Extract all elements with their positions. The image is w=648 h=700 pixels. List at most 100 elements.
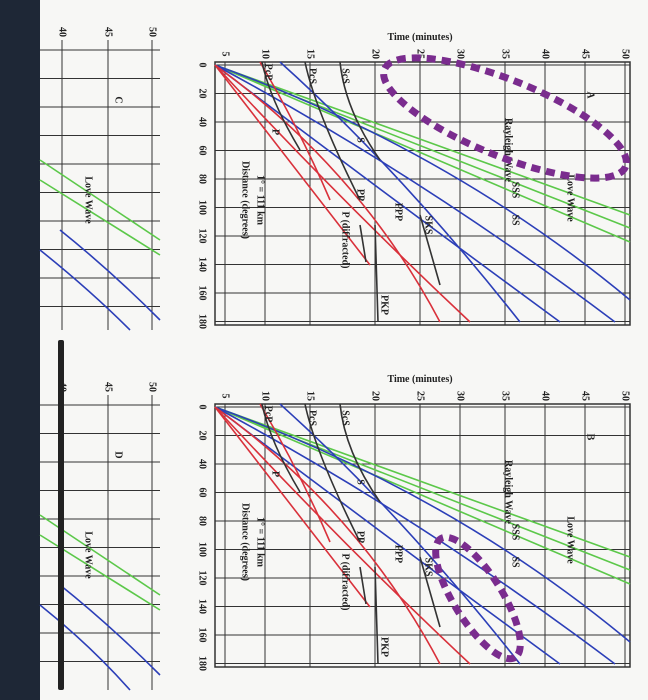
time-tick-label: 35 bbox=[500, 49, 511, 59]
time-tick-label: 25 bbox=[415, 391, 426, 401]
graph-border bbox=[214, 403, 631, 668]
distance-tick-label: 40 bbox=[197, 459, 208, 469]
time-tick-label: 30 bbox=[455, 391, 466, 401]
distance-tick-label: 120 bbox=[197, 571, 208, 586]
distance-tick-label: 120 bbox=[197, 229, 208, 244]
time-tick-label: 50 bbox=[620, 391, 631, 401]
distance-scale: 1° = 111 km bbox=[255, 175, 266, 226]
wave-label: SKS bbox=[423, 558, 434, 577]
travel-time-curve bbox=[214, 64, 631, 301]
time-tick-label: 45 bbox=[103, 382, 114, 392]
travel-time-curve bbox=[214, 406, 371, 608]
distance-tick-label: 0 bbox=[197, 63, 208, 68]
travel-time-curve bbox=[374, 224, 379, 323]
wave-label: ScS bbox=[340, 68, 351, 84]
travel-time-curve bbox=[359, 566, 367, 605]
time-tick-label: 15 bbox=[305, 391, 316, 401]
wave-label: P bbox=[270, 129, 281, 135]
distance-tick-label: 160 bbox=[197, 628, 208, 643]
travel-time-curve bbox=[359, 224, 367, 263]
travel-time-curve bbox=[39, 249, 131, 331]
wave-label: S bbox=[355, 137, 366, 143]
wave-label: PP bbox=[355, 531, 366, 543]
wave-label: PKP bbox=[379, 295, 390, 315]
graph-panel bbox=[214, 403, 631, 668]
time-tick-label: 50 bbox=[147, 382, 158, 392]
wave-label: PcS bbox=[307, 410, 318, 427]
wave-label: PcP bbox=[263, 64, 274, 81]
panel-letter: A bbox=[585, 91, 596, 99]
wave-label: Love Wave bbox=[83, 531, 94, 579]
time-tick-label: 20 bbox=[370, 49, 381, 59]
grid bbox=[40, 40, 160, 330]
travel-time-curve bbox=[214, 64, 631, 243]
wave-label: Love Wave bbox=[83, 176, 94, 224]
distance-tick-label: 60 bbox=[197, 488, 208, 498]
wave-label: SSS bbox=[510, 182, 521, 199]
distance-tick-label: 140 bbox=[197, 599, 208, 614]
time-tick-label: 40 bbox=[540, 49, 551, 59]
dark-edge bbox=[0, 0, 40, 700]
travel-time-curve bbox=[39, 604, 131, 691]
side-panel bbox=[39, 40, 161, 331]
distance-tick-label: 80 bbox=[197, 516, 208, 526]
distance-tick-label: 20 bbox=[197, 89, 208, 99]
wave-label: Love Wave bbox=[565, 516, 576, 564]
panel-letter: C bbox=[113, 96, 124, 103]
travel-time-curve bbox=[419, 214, 441, 286]
travel-time-curve bbox=[259, 61, 331, 201]
pen bbox=[58, 340, 64, 690]
distance-axis-title: Distance (degrees) bbox=[240, 161, 251, 239]
distance-tick-label: 80 bbox=[197, 174, 208, 184]
time-tick-label: 30 bbox=[455, 49, 466, 59]
travel-time-curve bbox=[214, 64, 371, 266]
wave-label: SS bbox=[510, 556, 521, 568]
travel-time-curve bbox=[339, 403, 381, 503]
marking-oval bbox=[380, 54, 630, 182]
distance-tick-label: 20 bbox=[197, 431, 208, 441]
travel-time-curve bbox=[59, 229, 161, 321]
marking-oval bbox=[432, 533, 524, 663]
wave-label: SSS bbox=[510, 524, 521, 541]
wave-label: Love Wave bbox=[565, 174, 576, 222]
distance-tick-label: 100 bbox=[197, 200, 208, 215]
wave-label: Rayleigh Wave bbox=[503, 118, 514, 183]
distance-scale: 1° = 111 km bbox=[255, 517, 266, 568]
travel-time-curve bbox=[259, 403, 331, 543]
time-tick-label: 35 bbox=[500, 391, 511, 401]
travel-time-curve bbox=[214, 406, 631, 585]
wave-label: PcP bbox=[263, 406, 274, 423]
travel-time-curve bbox=[214, 64, 471, 323]
distance-tick-label: 140 bbox=[197, 257, 208, 272]
time-tick-label: 45 bbox=[580, 391, 591, 401]
distance-tick-label: 160 bbox=[197, 286, 208, 301]
travel-time-curve bbox=[261, 61, 301, 151]
distance-tick-label: 180 bbox=[197, 314, 208, 329]
wave-label: PPP bbox=[393, 545, 404, 563]
travel-time-curve bbox=[39, 179, 161, 256]
wave-label: SS bbox=[510, 214, 521, 226]
wave-label: S bbox=[355, 479, 366, 485]
travel-time-curve bbox=[261, 403, 301, 493]
wave-label: SKS bbox=[423, 216, 434, 235]
wave-label: PPP bbox=[393, 203, 404, 221]
wave-label: P bbox=[270, 471, 281, 477]
time-tick-label: 50 bbox=[147, 27, 158, 37]
wave-label: PKP bbox=[379, 637, 390, 657]
travel-time-curve bbox=[419, 556, 441, 628]
distance-tick-label: 0 bbox=[197, 405, 208, 410]
panel-letter: B bbox=[585, 434, 596, 441]
travel-time-curve bbox=[59, 584, 161, 676]
time-tick-label: 10 bbox=[260, 49, 271, 59]
travel-time-curve bbox=[304, 403, 361, 543]
travel-time-curve bbox=[214, 64, 631, 216]
panel-letter: D bbox=[113, 451, 124, 458]
travel-time-curve bbox=[214, 64, 441, 323]
wave-label: PcS bbox=[307, 68, 318, 85]
distance-axis-title: Distance (degrees) bbox=[240, 503, 251, 581]
travel-time-curve bbox=[39, 159, 161, 241]
distance-tick-label: 100 bbox=[197, 542, 208, 557]
travel-time-curve bbox=[214, 406, 631, 558]
travel-time-curve bbox=[214, 406, 441, 665]
